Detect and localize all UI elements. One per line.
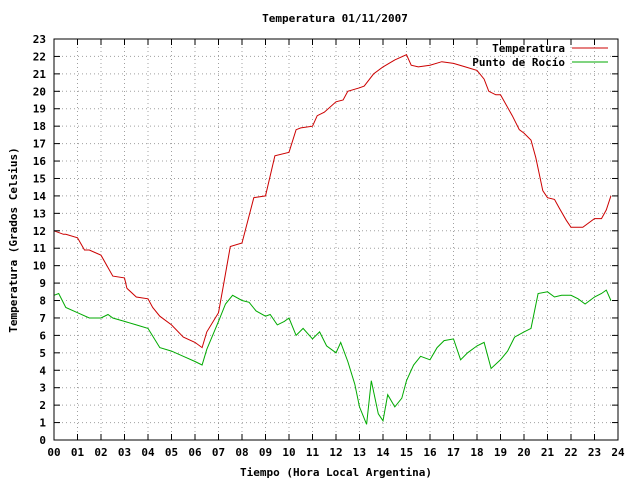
series-lines xyxy=(53,54,612,425)
y-tick-label: 18 xyxy=(33,120,46,133)
x-tick-label: 18 xyxy=(470,446,483,459)
y-axis-label: Temperatura (Grados Celsius) xyxy=(7,147,20,332)
y-tick-label: 0 xyxy=(39,434,46,447)
legend: Temperatura Punto de Rocío xyxy=(472,42,608,69)
x-tick-label: 21 xyxy=(541,446,555,459)
series-line-temperatura xyxy=(53,54,612,349)
y-tick-label: 4 xyxy=(39,364,46,377)
axis-ticks xyxy=(53,38,619,441)
x-tick-label: 17 xyxy=(447,446,460,459)
x-tick-label: 08 xyxy=(235,446,248,459)
x-tick-label: 00 xyxy=(47,446,60,459)
y-tick-label: 11 xyxy=(33,242,47,255)
y-tick-label: 6 xyxy=(39,329,46,342)
x-tick-label: 20 xyxy=(517,446,530,459)
series-line-punto-de-rocio xyxy=(53,289,612,425)
x-tick-label: 05 xyxy=(165,446,178,459)
y-tick-label: 23 xyxy=(33,33,46,46)
legend-label-punto-de-rocio: Punto de Rocío xyxy=(472,56,565,69)
x-tick-label: 19 xyxy=(494,446,507,459)
x-tick-label: 12 xyxy=(329,446,342,459)
y-tick-label: 22 xyxy=(33,50,46,63)
x-tick-label: 06 xyxy=(188,446,202,459)
x-axis-label: Tiempo (Hora Local Argentina) xyxy=(240,466,432,479)
y-tick-label: 19 xyxy=(33,103,46,116)
y-tick-label: 15 xyxy=(33,172,46,185)
y-tick-label: 8 xyxy=(39,295,46,308)
y-tick-label: 13 xyxy=(33,207,46,220)
x-tick-label: 11 xyxy=(306,446,320,459)
y-tick-label: 20 xyxy=(33,85,46,98)
y-tick-label: 21 xyxy=(33,68,47,81)
y-tick-label: 14 xyxy=(33,190,47,203)
x-tick-label: 09 xyxy=(259,446,272,459)
y-tick-label: 10 xyxy=(33,260,46,273)
y-tick-label: 7 xyxy=(39,312,46,325)
chart-title: Temperatura 01/11/2007 xyxy=(262,12,408,25)
x-tick-label: 13 xyxy=(353,446,366,459)
y-tick-label: 9 xyxy=(39,277,46,290)
y-tick-label: 12 xyxy=(33,225,46,238)
x-tick-label: 24 xyxy=(611,446,625,459)
x-tick-label: 07 xyxy=(212,446,225,459)
x-tick-label: 16 xyxy=(423,446,437,459)
x-tick-label: 03 xyxy=(118,446,131,459)
x-tick-label: 22 xyxy=(564,446,577,459)
x-tick-label: 01 xyxy=(71,446,85,459)
x-tick-labels: 00 01 02 03 04 05 06 07 08 09 10 11 12 13 14 15 16 17 18 19… xyxy=(47,446,625,459)
x-tick-label: 14 xyxy=(376,446,390,459)
x-tick-label: 15 xyxy=(400,446,413,459)
y-tick-label: 1 xyxy=(39,417,46,430)
y-tick-label: 3 xyxy=(39,382,46,395)
x-tick-label: 23 xyxy=(588,446,601,459)
x-tick-label: 10 xyxy=(282,446,295,459)
y-tick-label: 2 xyxy=(39,399,46,412)
x-tick-label: 04 xyxy=(141,446,155,459)
x-tick-label: 02 xyxy=(94,446,107,459)
legend-label-temperatura: Temperatura xyxy=(492,42,565,55)
grid-lines xyxy=(54,39,618,440)
y-tick-label: 17 xyxy=(33,138,46,151)
y-tick-label: 16 xyxy=(33,155,47,168)
y-tick-label: 5 xyxy=(39,347,46,360)
